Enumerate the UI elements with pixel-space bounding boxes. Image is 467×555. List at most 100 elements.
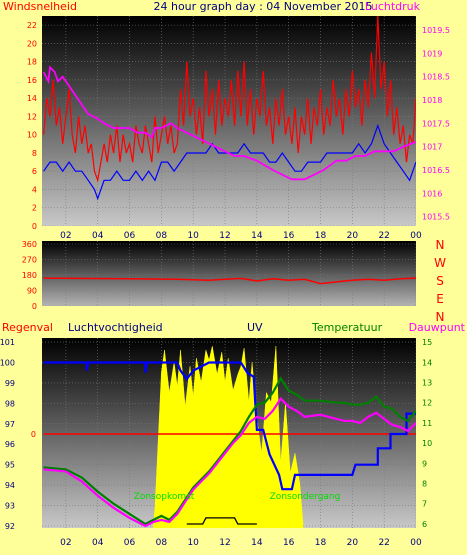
temperature-line <box>43 376 416 526</box>
wind-speed-tick-label: 20 <box>27 39 37 48</box>
humidity-tick-label: 98 <box>5 399 15 408</box>
pressure-label: Luchtdruk <box>365 0 421 13</box>
compass-label: W <box>434 256 446 270</box>
direction-tick-label: 270 <box>22 256 37 265</box>
time-tick-label: 14 <box>251 231 263 241</box>
dewpoint-line <box>43 396 416 528</box>
time-tick-label: 20 <box>347 231 359 241</box>
humidity-tick-label: 96 <box>5 440 15 449</box>
wind-speed-tick-label: 14 <box>27 94 37 103</box>
humidity-line <box>43 361 416 491</box>
direction-tick-label: 90 <box>27 287 37 296</box>
compass-label: S <box>436 274 444 288</box>
wind-speed-axis: 0 2 4 6 8 10 12 14 16 18 20 22 <box>27 21 37 231</box>
time-tick-label: 18 <box>315 538 327 548</box>
time-tick-label: 12 <box>219 231 230 241</box>
time-axis-bottom: 02 04 06 08 10 12 14 16 18 20 22 00 <box>60 538 422 548</box>
rain-humidity-uv-temp-chart: 92 93 94 95 96 97 98 99 100 101 0 6 7 8 9 10 11 12 13 14 15… <box>0 338 432 548</box>
compass-label: E <box>436 292 444 306</box>
temperature-tick-label: 9 <box>422 459 427 468</box>
temperature-tick-label: 8 <box>422 480 427 489</box>
wind-speed-tick-label: 12 <box>27 112 37 121</box>
temperature-axis: 6 7 8 9 10 11 12 13 14 15 <box>422 338 432 529</box>
wind-pressure-chart: 02 4 6 8 10 12 14 16 18 20 22 1015.5 1016 1016.5 1017… <box>27 16 450 241</box>
time-tick-label: 04 <box>92 538 104 548</box>
dewpoint-label: Dauwpunt <box>409 321 466 334</box>
rain-tick-label: 0 <box>31 430 36 439</box>
humidity-tick-label: 94 <box>5 481 15 490</box>
wind-speed-tick-label: 4 <box>32 185 37 194</box>
time-axis-top: 02 04 06 08 10 12 14 16 18 20 22 00 <box>60 231 422 241</box>
sunset-annotation: Zonsondergang <box>270 492 341 502</box>
temperature-tick-label: 14 <box>422 358 432 367</box>
wind-speed-tick-label: 18 <box>27 58 37 67</box>
wind-direction-grid <box>42 241 416 306</box>
pressure-tick-label: 1015.5 <box>422 213 450 222</box>
time-tick-label: 10 <box>187 538 199 548</box>
temperature-tick-label: 15 <box>422 338 432 347</box>
temperature-tick-label: 6 <box>422 520 427 529</box>
wind-pressure-series <box>42 16 416 201</box>
temperature-tick-label: 12 <box>422 399 432 408</box>
time-tick-label: 16 <box>283 538 295 548</box>
time-tick-label: 18 <box>315 231 327 241</box>
direction-tick-label: 0 <box>32 302 37 311</box>
time-tick-label: 12 <box>219 538 230 548</box>
wind-speed-tick-label: 16 <box>27 76 37 85</box>
uv-area <box>153 346 304 528</box>
temperature-tick-label: 13 <box>422 378 432 387</box>
pressure-tick-label: 1019.5 <box>422 26 450 35</box>
humidity-tick-label: 95 <box>5 461 15 470</box>
series-line-ff00ff <box>42 65 416 181</box>
direction-tick-label: 180 <box>22 271 37 280</box>
time-tick-label: 22 <box>378 538 389 548</box>
wind-speed-tick-label: 10 <box>27 131 37 140</box>
temperature-label: Temperatuur <box>311 321 383 334</box>
wind-speed-tick-label: 6 <box>32 167 37 176</box>
wind-pressure-plot-area <box>42 16 416 226</box>
time-tick-label: 06 <box>124 538 136 548</box>
humidity-tick-label: 100 <box>0 359 15 368</box>
pressure-tick-label: 1017 <box>422 143 442 152</box>
wind-direction-plot-area <box>42 241 416 306</box>
wind-direction-series <box>43 277 416 285</box>
compass-label: N <box>436 238 445 252</box>
uv-label: UV <box>247 321 263 334</box>
humidity-tick-label: 92 <box>5 522 15 531</box>
humidity-axis: 92 93 94 95 96 97 98 99 100 101 0 <box>0 338 36 531</box>
humidity-tick-label: 101 <box>0 338 15 347</box>
pressure-tick-label: 1018 <box>422 96 442 105</box>
time-tick-label: 16 <box>283 231 295 241</box>
humidity-tick-label: 99 <box>5 379 15 388</box>
time-tick-label: 08 <box>156 231 168 241</box>
temperature-tick-label: 10 <box>422 439 432 448</box>
time-tick-label: 14 <box>251 538 263 548</box>
humidity-tick-label: 97 <box>5 420 15 429</box>
direction-tick-label: 360 <box>22 240 37 249</box>
sunrise-annotation: Zonsopkomst <box>134 492 195 502</box>
wind-speed-label: Windsnelheid <box>3 0 77 13</box>
temperature-tick-label: 7 <box>422 500 427 509</box>
time-tick-label: 20 <box>347 538 359 548</box>
rain-humidity-series <box>43 346 416 528</box>
wind-speed-tick-label: 0 <box>32 222 37 231</box>
time-tick-label: 02 <box>60 231 71 241</box>
humidity-label: Luchtvochtigheid <box>68 321 163 334</box>
pressure-tick-label: 1019 <box>422 49 442 58</box>
pressure-axis: 1015.5 1016 1016.5 1017 1017.5 1018 1018.5 1019… <box>422 26 450 222</box>
time-tick-label: 06 <box>124 231 136 241</box>
wind-direction-line <box>43 277 416 285</box>
pressure-tick-label: 1016.5 <box>422 166 450 175</box>
pressure-tick-label: 1016 <box>422 189 442 198</box>
series-line-ff0000 <box>43 16 416 183</box>
wind-speed-tick-label: 22 <box>27 21 37 30</box>
time-tick-label: 22 <box>378 231 389 241</box>
time-tick-label: 00 <box>410 231 422 241</box>
pressure-tick-label: 1017.5 <box>422 119 450 128</box>
wind-speed-tick-label: 8 <box>32 149 37 158</box>
humidity-tick-label: 93 <box>5 502 15 511</box>
